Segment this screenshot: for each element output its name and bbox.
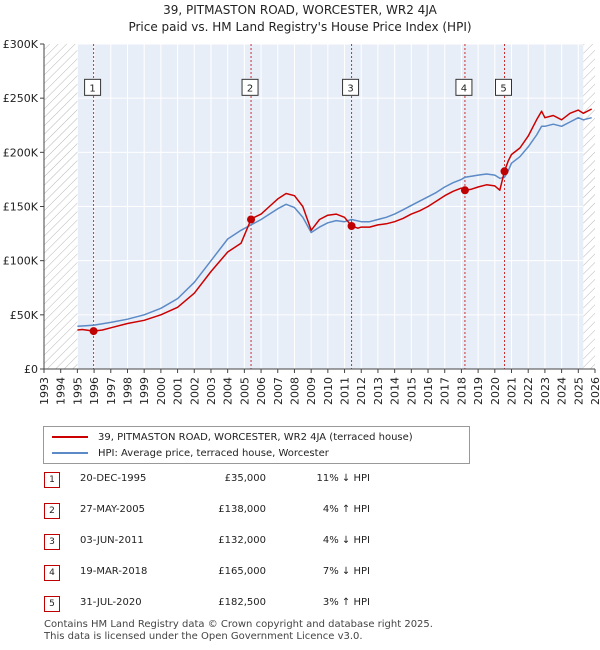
x-tick-label: 2019 bbox=[472, 377, 485, 405]
x-tick-label: 2016 bbox=[422, 377, 435, 405]
x-tick-label: 1998 bbox=[121, 377, 134, 405]
sale-label: 2 bbox=[247, 83, 253, 94]
x-tick-label: 2005 bbox=[238, 377, 251, 405]
sale-price: £132,000 bbox=[218, 535, 266, 546]
footer-license: This data is licensed under the Open Gov… bbox=[44, 631, 363, 642]
y-tick-label: £0 bbox=[24, 363, 38, 376]
sale-label: 4 bbox=[461, 83, 467, 94]
chart-title: 39, PITMASTON ROAD, WORCESTER, WR2 4JA bbox=[163, 3, 437, 17]
x-tick-label: 1997 bbox=[105, 377, 118, 405]
sale-price: £138,000 bbox=[218, 504, 266, 515]
x-tick-label: 2026 bbox=[589, 377, 600, 405]
legend-label-hpi: HPI: Average price, terraced house, Worc… bbox=[98, 447, 329, 459]
x-tick-label: 2010 bbox=[322, 377, 335, 405]
sale-point bbox=[347, 222, 356, 230]
legend-label-property: 39, PITMASTON ROAD, WORCESTER, WR2 4JA (… bbox=[98, 431, 413, 443]
x-tick-label: 2018 bbox=[455, 377, 468, 405]
x-tick-label: 2000 bbox=[155, 377, 168, 405]
sale-date: 19-MAR-2018 bbox=[80, 566, 148, 577]
hpi-line bbox=[77, 116, 592, 327]
x-tick-label: 1994 bbox=[55, 377, 68, 405]
sale-hpi-diff: 3% ↑ HPI bbox=[322, 597, 370, 608]
sale-number: 2 bbox=[44, 503, 60, 519]
x-tick-label: 2015 bbox=[405, 377, 418, 405]
sale-hpi-diff: 11% ↓ HPI bbox=[316, 473, 370, 484]
x-tick-label: 2020 bbox=[489, 377, 502, 405]
y-tick-label: £50K bbox=[10, 309, 39, 322]
y-tick-label: £250K bbox=[3, 92, 39, 105]
y-tick-label: £100K bbox=[3, 255, 39, 268]
sale-point bbox=[460, 186, 469, 195]
sale-price: £35,000 bbox=[224, 473, 266, 484]
x-tick-label: 2021 bbox=[506, 377, 519, 405]
sale-label-box bbox=[241, 78, 259, 96]
sale-label: 3 bbox=[347, 83, 353, 94]
sale-point bbox=[500, 167, 509, 176]
x-tick-label: 2009 bbox=[305, 377, 318, 405]
x-tick-label: 2022 bbox=[522, 377, 535, 405]
x-tick-label: 1995 bbox=[71, 377, 84, 405]
x-tick-label: 2003 bbox=[205, 377, 218, 405]
sale-date: 31-JUL-2020 bbox=[80, 597, 142, 608]
sale-label-box bbox=[455, 78, 473, 96]
footer-copyright: Contains HM Land Registry data © Crown c… bbox=[44, 619, 433, 630]
sale-label-box bbox=[342, 78, 360, 96]
sale-price: £182,500 bbox=[218, 597, 266, 608]
hatch-region bbox=[44, 44, 78, 369]
sale-date: 27-MAY-2005 bbox=[80, 504, 146, 515]
sale-hpi-diff: 4% ↓ HPI bbox=[322, 535, 370, 546]
sale-point bbox=[247, 215, 256, 224]
sale-point bbox=[89, 327, 98, 336]
x-tick-label: 2017 bbox=[439, 377, 452, 405]
footer: Contains HM Land Registry data © Crown c… bbox=[44, 619, 433, 643]
x-tick-label: 2011 bbox=[339, 377, 352, 405]
x-tick-label: 1996 bbox=[88, 377, 101, 405]
sale-label-box bbox=[84, 78, 102, 96]
legend-item-hpi: HPI: Average price, terraced house, Worc… bbox=[52, 446, 329, 460]
y-tick-label: £200K bbox=[3, 146, 39, 159]
x-tick-label: 2024 bbox=[556, 377, 569, 405]
legend-swatch-hpi bbox=[52, 452, 88, 454]
sale-label: 1 bbox=[89, 83, 95, 94]
sale-hpi-diff: 7% ↓ HPI bbox=[322, 566, 370, 577]
x-tick-label: 2012 bbox=[355, 377, 368, 405]
legend: 39, PITMASTON ROAD, WORCESTER, WR2 4JA (… bbox=[43, 426, 470, 464]
price-chart: 1 2 3 4 5 £0 £50K £100K £150K £200K £250K £300K 19… bbox=[3, 38, 600, 405]
x-tick-label: 2025 bbox=[572, 377, 585, 405]
x-tick-label: 2023 bbox=[539, 377, 552, 405]
x-tick-label: 1999 bbox=[138, 377, 151, 405]
y-tick-label: £150K bbox=[3, 201, 39, 214]
x-tick-label: 2013 bbox=[372, 377, 385, 405]
x-tick-label: 1993 bbox=[38, 377, 51, 405]
sale-number: 5 bbox=[44, 596, 60, 612]
x-tick-label: 2004 bbox=[222, 377, 235, 405]
chart-subtitle: Price paid vs. HM Land Registry's House … bbox=[128, 20, 472, 34]
x-tick-label: 2007 bbox=[272, 377, 285, 405]
sale-number: 1 bbox=[44, 472, 60, 488]
sale-label: 5 bbox=[500, 83, 506, 94]
sale-hpi-diff: 4% ↑ HPI bbox=[322, 504, 370, 515]
y-tick-label: £300K bbox=[3, 38, 39, 51]
property-price-line bbox=[77, 108, 593, 332]
sale-number: 4 bbox=[44, 565, 60, 581]
sale-label-box bbox=[495, 78, 513, 96]
x-tick-label: 2001 bbox=[172, 377, 185, 405]
sale-price: £165,000 bbox=[218, 566, 266, 577]
x-tick-label: 2014 bbox=[389, 377, 402, 405]
x-tick-label: 2008 bbox=[288, 377, 301, 405]
legend-swatch-property bbox=[52, 436, 88, 438]
sale-date: 03-JUN-2011 bbox=[80, 535, 144, 546]
sale-date: 20-DEC-1995 bbox=[80, 473, 147, 484]
sale-number: 3 bbox=[44, 534, 60, 550]
x-tick-label: 2006 bbox=[255, 377, 268, 405]
x-tick-label: 2002 bbox=[188, 377, 201, 405]
hatch-region bbox=[583, 44, 595, 369]
legend-item-property: 39, PITMASTON ROAD, WORCESTER, WR2 4JA (… bbox=[52, 430, 413, 444]
